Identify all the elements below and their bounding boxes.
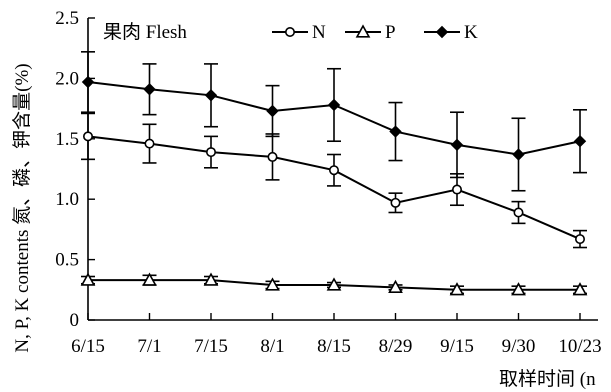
y-tick-label: 1.0 <box>55 189 79 210</box>
data-point-n <box>83 131 94 142</box>
data-point-k <box>81 75 95 89</box>
data-point-p <box>511 282 526 296</box>
data-point-n <box>451 184 462 195</box>
data-point-p <box>449 282 465 296</box>
data-point-k <box>389 125 402 138</box>
legend-marker <box>355 24 371 38</box>
x-tick-label: 10/23 <box>558 336 601 357</box>
data-point-k <box>266 104 279 118</box>
data-point-p <box>265 277 280 291</box>
x-tick-label: 9/30 <box>502 336 536 357</box>
data-point-n <box>267 151 278 162</box>
data-point-p <box>572 282 588 296</box>
data-point-n <box>513 207 524 218</box>
y-tick-label: 0 <box>70 310 80 331</box>
x-tick-label: 8/29 <box>379 336 413 357</box>
axes-layer: 0 0.5 1.0 1.5 2.0 2.5 6/15 7/1 7/15 8/1 8/15 8/29 9/… <box>55 8 601 357</box>
data-point-k <box>204 89 218 102</box>
legend-item-p: P <box>345 22 396 43</box>
series-layer <box>80 51 588 296</box>
series-n <box>81 112 587 249</box>
data-point-k <box>512 148 525 161</box>
x-tick-label: 7/15 <box>194 336 228 357</box>
x-tick-label: 8/1 <box>260 336 284 357</box>
data-point-k <box>450 138 464 152</box>
legend-item-k: K <box>424 22 478 43</box>
data-point-p <box>142 272 157 286</box>
x-tick-label: 6/15 <box>71 336 105 357</box>
y-tick-label: 2.5 <box>55 8 79 29</box>
legend-label: P <box>385 22 396 43</box>
data-point-n <box>574 234 585 245</box>
x-tick-label: 7/1 <box>137 336 161 357</box>
data-point-p <box>388 279 403 293</box>
legend-marker <box>435 25 449 39</box>
legend-layer: 果肉 Flesh N P K <box>103 21 478 43</box>
data-point-n <box>206 147 217 158</box>
y-tick-label: 2.0 <box>55 68 79 89</box>
data-point-k <box>143 83 156 96</box>
data-point-n <box>328 165 339 176</box>
data-point-k <box>327 98 341 112</box>
data-point-n <box>144 138 155 149</box>
data-point-p <box>80 272 96 286</box>
legend-label: K <box>464 22 478 43</box>
series-p <box>80 272 588 296</box>
legend-marker <box>284 26 295 37</box>
y-tick-label: 1.5 <box>55 129 79 150</box>
x-tick-label: 9/15 <box>440 336 474 357</box>
y-axis-label: N, P, K contents 氮、磷、钾含量(%) <box>11 63 33 352</box>
legend-label: N <box>312 22 326 43</box>
x-axis-label: 取样时间 (n <box>499 368 596 390</box>
legend-item-n: N <box>272 22 326 43</box>
y-tick-label: 0.5 <box>55 250 79 271</box>
data-point-p <box>326 277 342 291</box>
chart-annotation: 果肉 Flesh <box>103 21 187 43</box>
x-tick-label: 8/15 <box>317 336 351 357</box>
data-point-n <box>390 197 401 208</box>
data-point-k <box>573 135 587 148</box>
series-k <box>81 51 587 192</box>
data-point-p <box>203 272 219 286</box>
